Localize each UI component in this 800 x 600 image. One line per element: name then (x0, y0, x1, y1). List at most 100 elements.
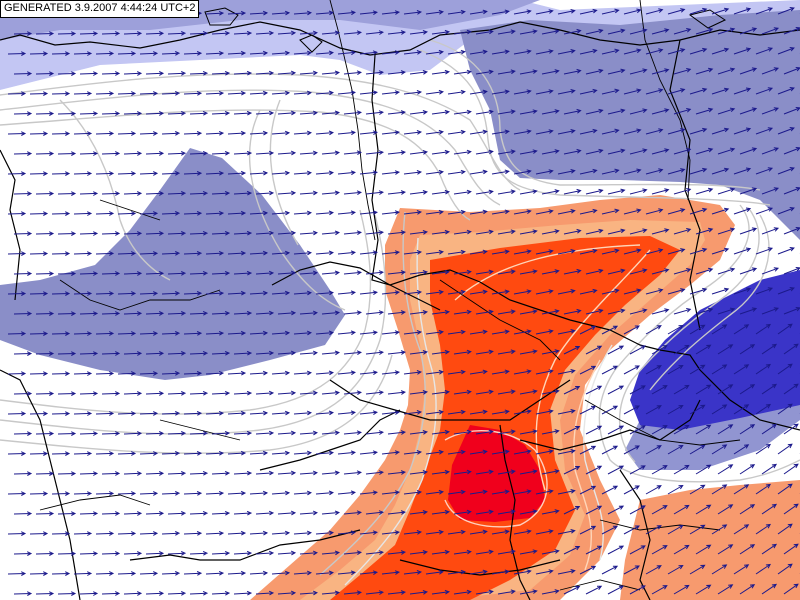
wind-arrow (695, 267, 714, 275)
wind-arrow (541, 189, 560, 195)
wind-arrow (359, 410, 378, 416)
wind-arrow (447, 569, 466, 575)
wind-arrow (123, 231, 143, 236)
wind-arrow (783, 383, 799, 395)
wind-arrow (497, 509, 516, 515)
wind-arrow (711, 47, 730, 55)
wind-arrow (101, 591, 121, 596)
wind-arrow (601, 8, 620, 15)
wind-arrow (623, 405, 640, 415)
wind-arrow (117, 331, 137, 336)
wind-arrow (315, 210, 334, 216)
wind-arrow (13, 391, 33, 396)
wind-arrow (519, 389, 538, 395)
wind-arrow (475, 349, 494, 355)
wind-arrow (761, 503, 778, 515)
wind-arrow (315, 370, 334, 376)
wind-arrow (651, 228, 670, 235)
wind-arrow (57, 151, 77, 156)
wind-arrow (755, 127, 774, 135)
wind-arrow (337, 90, 356, 96)
wind-arrow (139, 211, 159, 216)
wind-arrow (271, 170, 291, 176)
wind-arrow (585, 228, 604, 235)
wind-arrow (453, 309, 472, 315)
wind-arrow (343, 110, 362, 116)
wind-arrow (167, 111, 187, 116)
wind-arrow (673, 344, 690, 355)
wind-arrow (673, 584, 690, 595)
wind-arrow (761, 383, 778, 395)
wind-arrow (343, 350, 362, 356)
wind-arrow (651, 385, 668, 395)
wind-arrow (431, 229, 451, 235)
wind-arrow (255, 230, 275, 236)
wind-arrow (227, 170, 247, 176)
wind-arrow (211, 310, 231, 316)
wind-arrow (585, 148, 604, 155)
wind-arrow (541, 109, 560, 115)
wind-arrow (453, 149, 472, 155)
wind-arrow (673, 504, 690, 515)
wind-arrow (167, 511, 187, 516)
wind-arrow (475, 149, 494, 155)
wind-arrow (667, 564, 684, 575)
wind-arrow (607, 108, 626, 115)
wind-arrow (475, 189, 494, 195)
wind-arrow (491, 489, 510, 495)
salmon-region-south-east (620, 480, 800, 600)
wind-arrow (645, 208, 664, 215)
wind-arrow (205, 10, 225, 16)
wind-arrow (255, 550, 275, 556)
wind-arrow (645, 248, 664, 255)
wind-arrow (123, 31, 143, 36)
wind-arrow (337, 290, 356, 296)
wind-arrow (761, 267, 780, 275)
wind-arrow (579, 325, 597, 335)
wind-arrow (469, 569, 488, 575)
wind-arrow (497, 109, 516, 115)
wind-arrow (145, 71, 165, 76)
wind-arrow (409, 70, 428, 75)
wind-arrow (271, 10, 291, 16)
wind-arrow (425, 49, 444, 55)
wind-arrow (161, 211, 181, 216)
wind-arrow (607, 308, 626, 315)
wind-arrow (117, 371, 137, 376)
border-sk-hu (519, 399, 701, 451)
wind-arrow (689, 564, 706, 575)
wind-arrow (381, 50, 401, 55)
wind-arrow (387, 390, 406, 395)
wind-arrow (579, 48, 598, 55)
wind-arrow (607, 188, 626, 195)
wind-arrow (167, 191, 187, 196)
wind-arrow (541, 69, 560, 75)
wind-arrow (359, 530, 378, 536)
wind-arrow (29, 51, 49, 56)
wind-arrow (689, 324, 706, 335)
wind-arrow (519, 589, 538, 595)
wind-arrow (343, 430, 362, 436)
wind-arrow (453, 269, 472, 275)
wind-arrow (343, 550, 362, 556)
wind-arrow (777, 443, 793, 455)
wind-arrow (629, 465, 646, 475)
wind-arrow (73, 411, 93, 416)
wind-arrow (189, 430, 209, 436)
wind-arrow (607, 345, 625, 355)
wind-arrow (409, 550, 428, 555)
wind-arrow (205, 170, 225, 176)
wind-arrow (557, 49, 576, 55)
wind-arrow (717, 584, 734, 595)
wind-arrow (711, 287, 730, 295)
wind-arrow (777, 47, 795, 55)
wind-arrow (491, 289, 510, 295)
wind-arrow (189, 30, 209, 36)
wind-arrow (497, 469, 516, 475)
wind-arrow (755, 207, 774, 215)
wind-arrow (359, 250, 378, 256)
wind-arrow (513, 209, 532, 215)
wind-arrow (469, 209, 488, 215)
wind-arrow (13, 431, 33, 436)
wind-arrow (777, 247, 795, 255)
